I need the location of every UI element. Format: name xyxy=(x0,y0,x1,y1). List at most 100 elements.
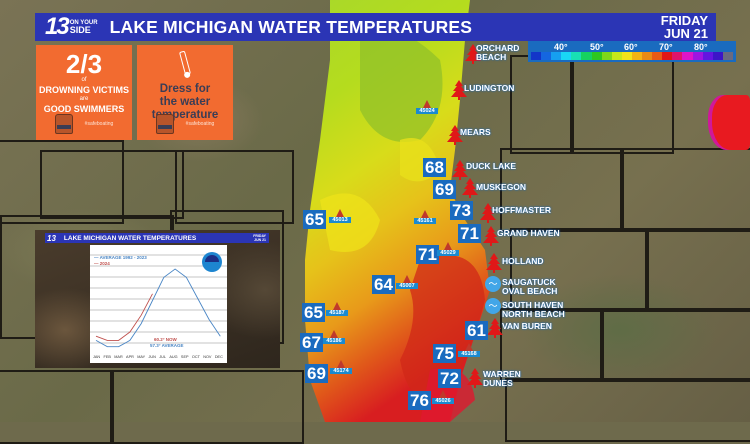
safety-card-dress: Dress for the water temperature #safeboa… xyxy=(137,45,233,140)
town-label: SAUGATUCK OVAL BEACH xyxy=(502,278,557,296)
buoy-icon[interactable]: 45187 xyxy=(326,302,348,316)
scale-tick: 60° xyxy=(624,42,638,52)
buoy-id: 45174 xyxy=(330,368,352,374)
month-axis: JAN FEB MAR APR MAY JUN JUL AUG SEP OCT NOV DEC xyxy=(93,355,223,359)
town-name: DUNES xyxy=(483,378,513,388)
day-label: FRIDAY xyxy=(660,13,708,28)
town-name: LUDINGTON xyxy=(464,83,515,93)
thermometer-icon xyxy=(178,50,192,76)
hashtag: #safeboating xyxy=(84,121,114,127)
buoy-id: 45007 xyxy=(396,283,418,289)
town-label: ORCHARD BEACH xyxy=(476,44,519,62)
temperature-value[interactable]: 73 xyxy=(450,201,473,220)
legend-2024: — 2024 xyxy=(94,261,110,266)
life-vest-icon xyxy=(54,114,73,134)
temperature-value[interactable]: 71 xyxy=(416,245,439,264)
buoy-icon[interactable]: 45024 xyxy=(416,100,438,114)
county-boundary xyxy=(110,370,304,444)
town-name: MEARS xyxy=(460,127,491,137)
town-name: BEACH xyxy=(476,52,507,62)
temperature-value[interactable]: 68 xyxy=(423,158,446,177)
color-swatch xyxy=(611,52,622,60)
temperature-value[interactable]: 71 xyxy=(458,224,481,243)
town-name: GRAND HAVEN xyxy=(497,228,560,238)
temperature-value[interactable]: 76 xyxy=(408,391,431,410)
noaa-logo-icon xyxy=(202,252,222,272)
town-name: MUSKEGON xyxy=(476,182,527,192)
month-label: MAY xyxy=(137,355,146,359)
card-text: are xyxy=(79,96,89,102)
month-label: NOV xyxy=(203,355,212,359)
color-swatch xyxy=(561,52,572,60)
town-label: VAN BUREN xyxy=(502,322,552,331)
color-swatch xyxy=(702,52,713,60)
town-name: HOLLAND xyxy=(502,256,544,266)
county-boundary xyxy=(500,308,604,382)
temperature-value[interactable]: 72 xyxy=(438,369,461,388)
scale-tick: 80° xyxy=(694,42,708,52)
buoy-icon[interactable]: 45013 xyxy=(329,209,351,223)
temperature-color-scale: 40° 50° 60° 70° 80° xyxy=(528,41,736,62)
safety-card-drowning: 2/3 of DROWNING VICTIMS are GOOD SWIMMER… xyxy=(36,45,132,140)
logo-line1: ON YOUR xyxy=(69,20,98,26)
town-name: NORTH BEACH xyxy=(502,309,565,319)
buoy-icon[interactable]: 45029 xyxy=(437,242,459,256)
buoy-id: 45168 xyxy=(458,351,480,357)
temperature-value[interactable]: 65 xyxy=(302,303,325,322)
town-name: DUCK LAKE xyxy=(466,161,517,171)
temperature-value[interactable]: 61 xyxy=(465,321,488,340)
temperature-value[interactable]: 69 xyxy=(433,180,456,199)
town-name: WARREN xyxy=(483,369,521,379)
town-name: SAUGATUCK xyxy=(502,277,556,287)
temperature-value[interactable]: 69 xyxy=(305,364,328,383)
lake-temperature-map xyxy=(305,0,490,422)
color-swatch xyxy=(692,52,703,60)
temperature-value[interactable]: 65 xyxy=(303,210,326,229)
month-label: JUN xyxy=(148,355,156,359)
buoy-icon[interactable]: 45007 xyxy=(396,275,418,289)
color-swatch xyxy=(541,52,552,60)
now-annotation: 60.2° NOW xyxy=(154,337,177,342)
temperature-value[interactable]: 64 xyxy=(372,275,395,294)
county-boundary xyxy=(500,148,624,232)
beach-icon[interactable]: 〜 xyxy=(485,276,501,292)
buoy-icon[interactable]: 45168 xyxy=(458,343,480,357)
scale-tick: 50° xyxy=(590,42,604,52)
page-title: LAKE MICHIGAN WATER TEMPERATURES xyxy=(109,16,473,37)
buoy-icon[interactable]: 45026 xyxy=(432,390,454,404)
county-boundary xyxy=(175,150,294,224)
town-name: ORCHARD xyxy=(476,43,520,53)
town-label: GRAND HAVEN xyxy=(497,229,560,238)
beach-icon[interactable]: 〜 xyxy=(485,298,501,314)
town-label: HOLLAND xyxy=(502,257,544,266)
color-swatch xyxy=(682,52,693,60)
temperature-value[interactable]: 67 xyxy=(300,333,323,352)
line-chart: — AVERAGE 1992 - 2023 — 2024 60.2° NOW 5… xyxy=(90,245,227,363)
town-name: VAN BUREN xyxy=(502,321,552,331)
month-label: FEB xyxy=(103,355,111,359)
legend-average-label: AVERAGE 1992 - 2023 xyxy=(99,255,147,260)
buoy-id: 45029 xyxy=(437,250,459,256)
lake-temperature-patch xyxy=(712,95,750,150)
color-swatch xyxy=(571,52,582,60)
buoy-id: 45186 xyxy=(323,338,345,344)
buoy-icon[interactable]: 45161 xyxy=(414,210,436,224)
temperature-value[interactable]: 75 xyxy=(433,344,456,363)
town-label: SOUTH HAVEN NORTH BEACH xyxy=(502,301,565,319)
logo-line2: SIDE xyxy=(69,25,91,35)
county-boundary xyxy=(0,140,124,224)
county-boundary xyxy=(600,308,750,382)
color-swatch xyxy=(712,52,723,60)
title-bar: 13 ON YOUR SIDE LAKE MICHIGAN WATER TEMPE… xyxy=(35,13,486,41)
county-boundary xyxy=(505,378,750,442)
buoy-icon[interactable]: 45186 xyxy=(323,330,345,344)
legend-2024-label: 2024 xyxy=(99,261,110,266)
logo-number: 13 xyxy=(45,13,70,40)
color-swatch xyxy=(631,52,643,60)
month-label: AUG xyxy=(169,355,178,359)
date-bar: FRIDAY JUN 21 xyxy=(486,13,716,41)
buoy-icon[interactable]: 45174 xyxy=(330,360,352,374)
month-label: OCT xyxy=(191,355,200,359)
town-label: WARREN DUNES xyxy=(483,370,521,388)
buoy-id: 45024 xyxy=(416,108,438,114)
